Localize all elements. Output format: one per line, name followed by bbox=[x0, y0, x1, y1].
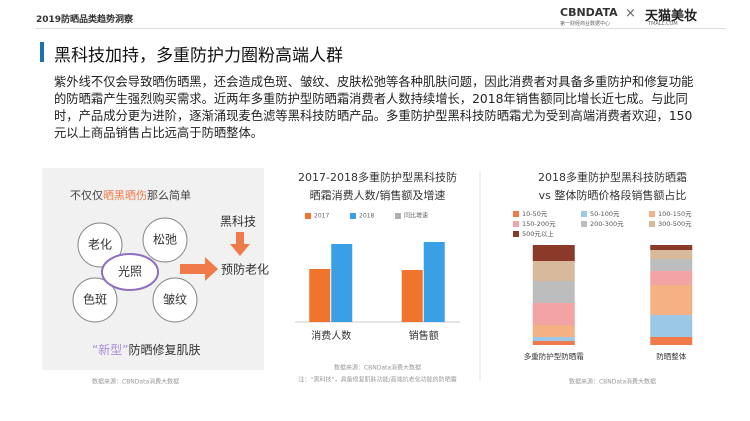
node-label: 光照 bbox=[118, 265, 142, 279]
bar-segment bbox=[532, 325, 575, 337]
source: 数据来源：CBNData消费大数据 bbox=[334, 364, 421, 372]
brand-logo: CBNDATA bbox=[560, 6, 618, 19]
diagram-caption: “新型”防晒修复肌肤 bbox=[92, 342, 200, 357]
bar bbox=[309, 269, 331, 322]
legend-label: 50-100元 bbox=[590, 210, 620, 218]
bar-segment bbox=[532, 281, 575, 303]
legend-swatch bbox=[513, 221, 519, 227]
node-circle bbox=[152, 277, 198, 323]
legend-label: 同比增速 bbox=[404, 212, 428, 220]
node-label: 松弛 bbox=[153, 233, 177, 247]
node-label: 皱纹 bbox=[163, 292, 187, 307]
legend-label: 500元以上 bbox=[522, 229, 554, 238]
tech-label: 黑科技 bbox=[220, 215, 256, 229]
brand-separator: × bbox=[625, 6, 636, 21]
arrow bbox=[230, 232, 250, 256]
legend-label: 150-200元 bbox=[522, 220, 556, 228]
title-accent bbox=[40, 42, 44, 62]
legend-label: 300-500元 bbox=[658, 220, 692, 228]
node-circle bbox=[142, 217, 188, 263]
bar bbox=[401, 270, 423, 322]
bar-segment bbox=[532, 261, 575, 281]
slide-title: 黑科技加持，多重防护力圈粉高端人群 bbox=[54, 46, 343, 66]
bar-segment bbox=[650, 271, 693, 285]
header-title: 2019防晒品类趋势洞察 bbox=[36, 15, 134, 25]
bar-segment bbox=[650, 245, 693, 250]
legend-label: 10-50元 bbox=[522, 210, 548, 218]
legend-label: 2018 bbox=[359, 213, 374, 220]
chart-subtitle: vs 整体防晒价格段销售额占比 bbox=[539, 188, 687, 202]
brand-sub: TMALL.COM bbox=[648, 21, 678, 27]
legend-swatch bbox=[649, 221, 655, 227]
node-circle bbox=[72, 277, 118, 323]
bar-segment bbox=[650, 315, 693, 337]
legend-swatch bbox=[649, 211, 655, 217]
x-tick-label: 防晒整体 bbox=[656, 351, 686, 361]
bar-segment bbox=[650, 250, 693, 259]
bar-segment bbox=[532, 303, 575, 325]
bar-segment bbox=[650, 285, 693, 315]
legend-swatch bbox=[581, 221, 587, 227]
legend-label: 200-300元 bbox=[590, 220, 624, 228]
node-label: 色斑 bbox=[83, 293, 107, 307]
legend-swatch bbox=[513, 211, 519, 217]
bar-segment bbox=[650, 337, 693, 345]
source: 数据来源：CBNData消费大数据 bbox=[569, 378, 656, 386]
legend-swatch bbox=[513, 231, 519, 237]
bar-segment bbox=[532, 245, 575, 261]
legend-label: 100-150元 bbox=[658, 210, 692, 218]
cloud bbox=[101, 253, 159, 291]
chart-subtitle: 晒霜消费人数/销售额及增速 bbox=[310, 188, 446, 202]
chart-title: 2017-2018多重防护型黑科技防 bbox=[298, 170, 457, 184]
legend-swatch bbox=[305, 213, 311, 219]
legend-swatch bbox=[350, 213, 356, 219]
brand-logo: 天猫美妆 bbox=[645, 9, 698, 24]
x-tick-label: 多重防护型防晒霜 bbox=[524, 351, 584, 361]
header-rule bbox=[36, 28, 726, 29]
legend-swatch bbox=[395, 213, 401, 219]
bar bbox=[423, 242, 445, 322]
x-tick-label: 消费人数 bbox=[311, 329, 351, 342]
node-circle bbox=[77, 222, 123, 268]
bar-segment bbox=[532, 341, 575, 345]
x-tick-label: 销售额 bbox=[409, 329, 439, 342]
bar-segment bbox=[650, 259, 693, 271]
brand-sub: 第一财经商业数据中心 bbox=[560, 21, 611, 27]
source: 数据来源：CBNData消费大数据 bbox=[92, 378, 179, 386]
bar bbox=[331, 244, 353, 322]
arrow bbox=[180, 257, 218, 281]
legend-swatch bbox=[581, 211, 587, 217]
legend-label: 2017 bbox=[314, 213, 329, 220]
note: 注：“黑科技”，具备修复肌肤功能/高端抗老化功能的防晒霜 bbox=[298, 376, 456, 384]
body-text: 紫外线不仅会导致晒伤晒黑，还会造成色斑、皱纹、皮肤松弛等各种肌肤问题，因此消费者… bbox=[54, 75, 694, 140]
diagram-heading: 不仅仅晒黑晒伤那么简单 bbox=[70, 188, 191, 202]
result-label: 预防老化 bbox=[221, 262, 269, 277]
node-label: 老化 bbox=[88, 238, 112, 252]
bar-segment bbox=[532, 337, 575, 341]
chart-title: 2018多重防护型黑科技防晒霜 bbox=[538, 170, 687, 184]
